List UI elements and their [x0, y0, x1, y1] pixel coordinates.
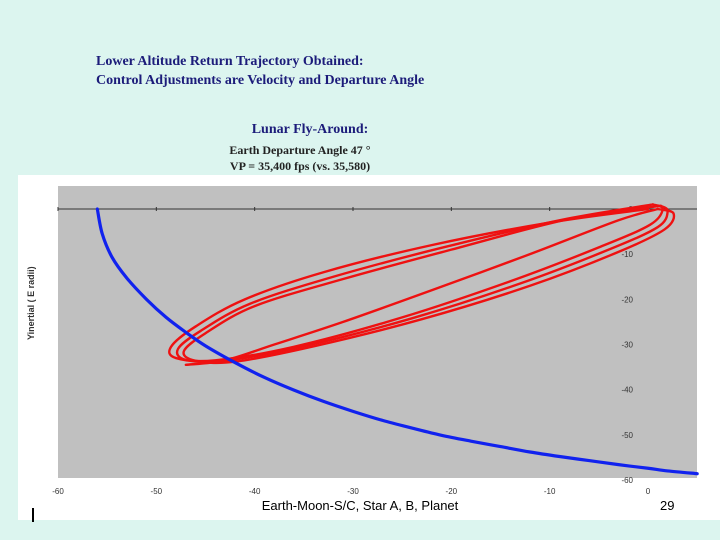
- departure-angle-text: Earth Departure Angle 47 °: [229, 143, 371, 157]
- y-tick-label: -60: [621, 476, 633, 485]
- y-axis-label: Yinertial ( E radii): [26, 266, 36, 340]
- x-tick-label: -60: [52, 487, 64, 496]
- moon-trajectory-line: [95, 207, 699, 476]
- spacecraft-trajectory-loop: [184, 207, 660, 367]
- left-edge-marker: [32, 508, 34, 522]
- y-tick-label: -40: [621, 386, 633, 395]
- y-tick-label: -20: [621, 295, 633, 304]
- slide-footer: Earth-Moon-S/C, Star A, B, Planet: [261, 498, 459, 513]
- velocity-text: VP = 35,400 fps (vs. 35,580): [229, 159, 371, 173]
- slide-title-line-2: Control Adjustments are Velocity and Dep…: [96, 73, 425, 88]
- x-tick-label: -40: [249, 487, 261, 496]
- departure-parameters: Earth Departure Angle 47 ° VP = 35,400 f…: [0, 142, 660, 174]
- page-number: 29: [660, 498, 675, 513]
- y-tick-label: -30: [621, 341, 633, 350]
- x-tick-label: -30: [347, 487, 359, 496]
- slide-title: Lower Altitude Return Trajectory Obtaine…: [96, 52, 424, 90]
- x-tick-label: -50: [151, 487, 163, 496]
- y-tick-label: -10: [621, 250, 633, 259]
- x-tick-label: -10: [544, 487, 556, 496]
- slide-title-line-1: Lower Altitude Return Trajectory Obtaine…: [96, 54, 364, 69]
- y-tick-label: -50: [621, 431, 633, 440]
- x-tick-label: 0: [646, 487, 651, 496]
- x-tick-label: -20: [446, 487, 458, 496]
- slide-subtitle: Lunar Fly-Around:: [251, 122, 369, 137]
